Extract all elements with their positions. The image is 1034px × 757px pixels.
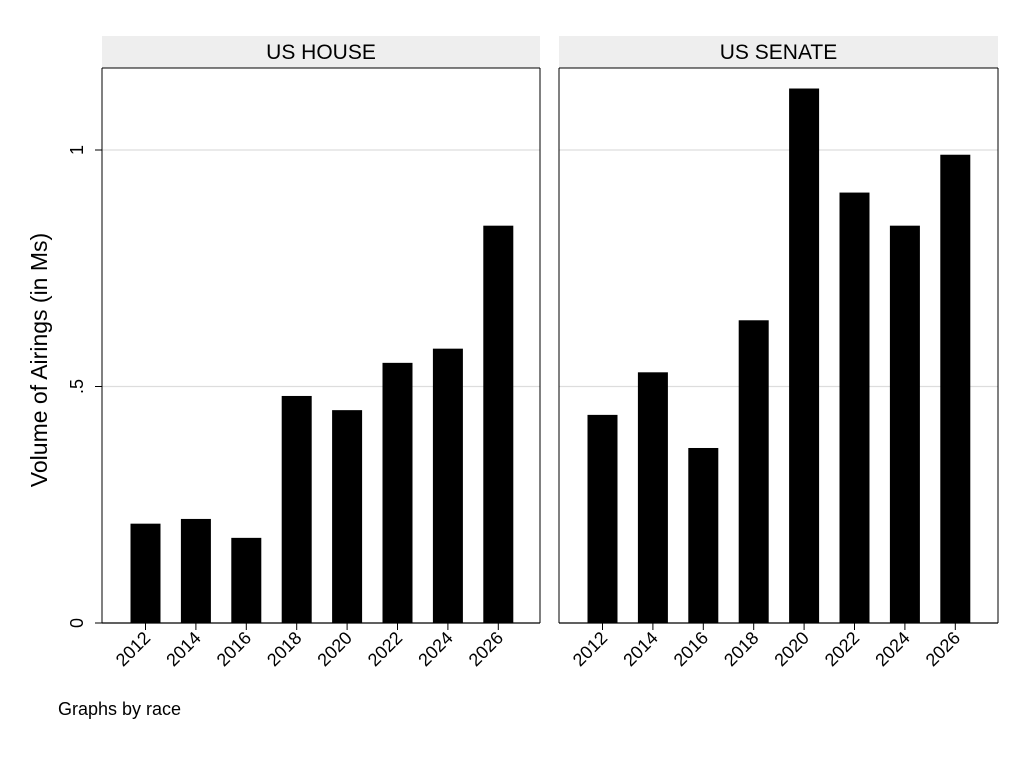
x-tick-label: 2014 <box>162 628 204 670</box>
footnote: Graphs by race <box>58 699 182 719</box>
bar <box>231 537 262 623</box>
bar <box>432 348 463 623</box>
bar <box>839 192 870 623</box>
bar <box>281 395 312 623</box>
y-tick-label: 0 <box>67 618 87 628</box>
x-tick-label: 2022 <box>821 628 863 670</box>
y-tick-label: .5 <box>67 379 87 394</box>
bar <box>587 414 618 623</box>
panel-title: US HOUSE <box>266 41 376 64</box>
x-tick-label: 2016 <box>670 628 712 670</box>
bar <box>332 410 363 623</box>
x-tick-label: 2022 <box>364 628 406 670</box>
x-tick-label: 2024 <box>871 628 913 670</box>
y-tick-label: 1 <box>67 145 87 155</box>
y-axis-title: Volume of Airings (in Ms) <box>26 233 52 487</box>
bar <box>382 362 413 623</box>
x-tick-label: 2020 <box>770 628 812 670</box>
bar <box>789 88 820 623</box>
bar <box>738 320 769 623</box>
bar <box>180 518 211 623</box>
x-tick-label: 2012 <box>569 628 611 670</box>
x-tick-label: 2024 <box>414 628 456 670</box>
x-tick-label: 2012 <box>112 628 154 670</box>
bar <box>637 372 668 623</box>
x-tick-label: 2026 <box>922 628 964 670</box>
x-tick-label: 2020 <box>313 628 355 670</box>
x-tick-label: 2016 <box>213 628 255 670</box>
bar <box>889 225 920 623</box>
bar <box>130 523 161 623</box>
panel-title: US SENATE <box>720 41 837 64</box>
x-tick-label: 2026 <box>465 628 507 670</box>
bar <box>688 447 719 623</box>
x-tick-label: 2014 <box>619 628 661 670</box>
panel-header <box>102 36 540 68</box>
bar <box>483 225 514 623</box>
panel-header <box>559 36 998 68</box>
bar <box>940 154 971 624</box>
x-tick-label: 2018 <box>263 628 305 670</box>
x-tick-label: 2018 <box>720 628 762 670</box>
